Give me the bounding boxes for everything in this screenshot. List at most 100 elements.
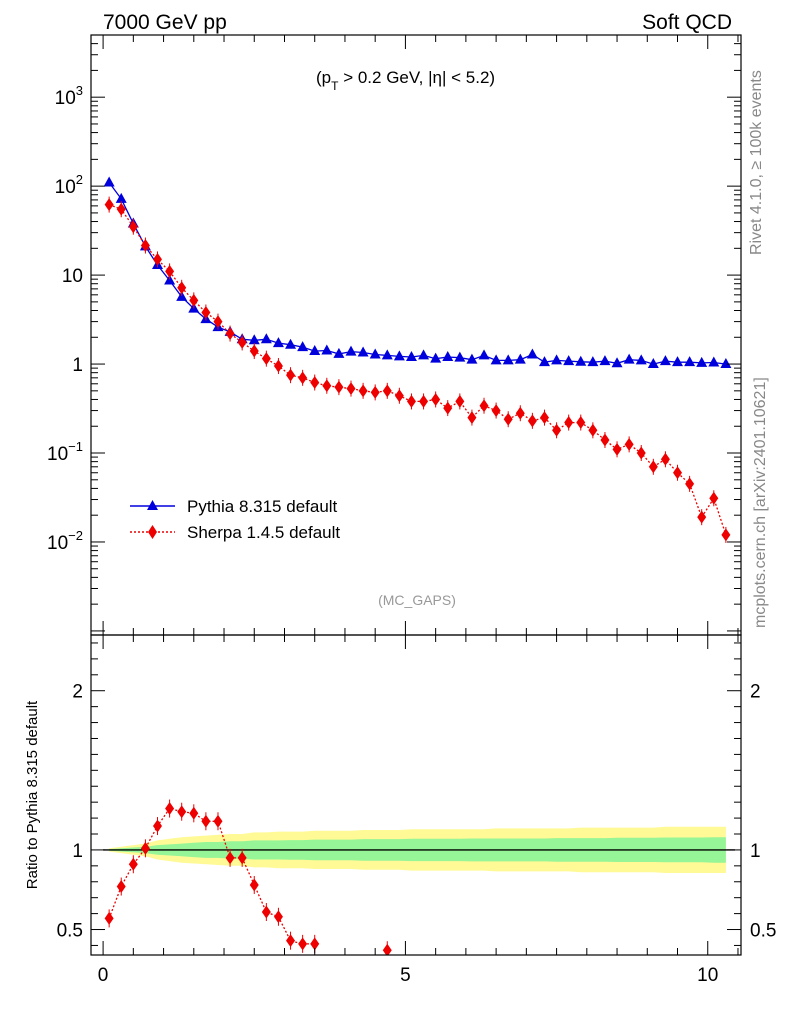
pythia-point <box>647 358 659 369</box>
sherpa-point <box>467 411 477 425</box>
ratio-plot-panel: 0.5 0.5 1 1 2 2 0 5 10 <box>57 634 776 986</box>
sherpa-point <box>455 394 465 408</box>
y-tick-label: 10 <box>62 266 83 287</box>
sherpa-point <box>660 452 670 466</box>
x-tick-label: 0 <box>98 965 109 986</box>
pythia-point <box>369 348 381 359</box>
sherpa-point <box>177 281 187 295</box>
sherpa-point <box>576 416 586 430</box>
ratio-sherpa-point <box>213 814 223 828</box>
sherpa-point <box>358 384 368 398</box>
pythia-point <box>176 290 188 301</box>
sherpa-point <box>165 264 175 278</box>
pythia-point <box>684 356 696 367</box>
mcplots-label: mcplots.cern.ch [arXiv:2401.10621] <box>752 377 769 628</box>
sherpa-point <box>721 528 731 542</box>
sherpa-point <box>322 379 332 393</box>
ratio-sherpa-point <box>189 806 199 820</box>
analysis-label: (MC_GAPS) <box>378 592 456 608</box>
ratio-y-tick-label-right: 0.5 <box>750 921 776 942</box>
ratio-y-tick-label-left: 2 <box>72 682 83 703</box>
y-tick-label: 10−1 <box>47 439 83 465</box>
sherpa-point <box>261 352 271 366</box>
ratio-sherpa-point <box>298 937 308 951</box>
ratio-sherpa-point <box>225 851 235 865</box>
pythia-point <box>635 354 647 365</box>
pythia-point <box>333 347 345 358</box>
pythia-point <box>260 333 272 344</box>
pythia-point <box>696 356 708 367</box>
legend-sherpa-label: Sherpa 1.4.5 default <box>187 523 340 542</box>
sherpa-point <box>334 380 344 394</box>
y-tick-label: 10−2 <box>47 528 83 554</box>
pythia-point <box>309 345 321 356</box>
pythia-point <box>502 354 514 365</box>
ratio-sherpa-point <box>286 934 296 948</box>
pythia-point <box>563 355 575 366</box>
sherpa-point <box>685 477 695 491</box>
sherpa-point <box>624 437 634 451</box>
pythia-point <box>357 346 369 357</box>
sherpa-point <box>419 394 429 408</box>
sherpa-point <box>382 384 392 398</box>
sherpa-point <box>346 382 356 396</box>
pythia-point <box>708 356 720 367</box>
sherpa-point <box>298 371 308 385</box>
sherpa-point <box>249 344 259 358</box>
ratio-y-tick-label-right: 1 <box>750 841 761 862</box>
sherpa-point <box>648 460 658 474</box>
sherpa-point <box>237 335 247 349</box>
sherpa-point <box>104 198 114 212</box>
sherpa-point <box>697 510 707 524</box>
sherpa-point <box>564 416 574 430</box>
series-line-pythia <box>108 182 726 365</box>
sherpa-point <box>515 406 525 420</box>
ratio-sherpa-point <box>153 819 163 833</box>
ratio-ylabel: Ratio to Pythia 8.315 default <box>24 700 41 889</box>
sherpa-point <box>116 202 126 216</box>
sherpa-point <box>479 399 489 413</box>
pythia-point <box>623 353 635 364</box>
pythia-point <box>248 334 260 345</box>
y-tick-label: 102 <box>55 172 83 198</box>
ratio-frame <box>90 634 742 956</box>
pythia-point <box>587 356 599 367</box>
ratio-sherpa-point <box>104 911 114 925</box>
pythia-point <box>526 348 538 359</box>
sherpa-point <box>539 411 549 425</box>
sherpa-point <box>503 412 513 426</box>
pythia-point <box>285 338 297 349</box>
pythia-point <box>418 349 430 360</box>
sherpa-point <box>406 394 416 408</box>
sherpa-point <box>189 293 199 307</box>
pythia-point <box>538 356 550 367</box>
ratio-sherpa-point <box>165 802 175 816</box>
sherpa-point <box>636 446 646 460</box>
ratio-sherpa-point <box>310 937 320 951</box>
ratio-sherpa-point <box>201 814 211 828</box>
sherpa-point <box>394 389 404 403</box>
legend-pythia-label: Pythia 8.315 default <box>187 497 338 516</box>
sherpa-point <box>443 401 453 415</box>
ratio-sherpa-point <box>273 910 283 924</box>
pythia-point <box>103 176 115 187</box>
sherpa-point <box>140 239 150 253</box>
pythia-point <box>672 356 684 367</box>
sherpa-point <box>273 359 283 373</box>
ratio-sherpa-point <box>128 857 138 871</box>
pythia-point <box>454 351 466 362</box>
ratio-sherpa-point <box>140 841 150 855</box>
sherpa-point <box>552 423 562 437</box>
ratio-sherpa-point <box>249 878 259 892</box>
sherpa-point <box>213 315 223 329</box>
ratio-y-tick-label-left: 1 <box>72 841 83 862</box>
pythia-point <box>490 354 502 365</box>
pythia-point <box>599 355 611 366</box>
pythia-point <box>405 351 417 362</box>
sherpa-point <box>709 491 719 505</box>
sherpa-point <box>491 404 501 418</box>
sherpa-point <box>370 385 380 399</box>
ratio-sherpa-point <box>382 943 392 955</box>
sherpa-point <box>310 376 320 390</box>
ratio-sherpa-point <box>177 805 187 819</box>
